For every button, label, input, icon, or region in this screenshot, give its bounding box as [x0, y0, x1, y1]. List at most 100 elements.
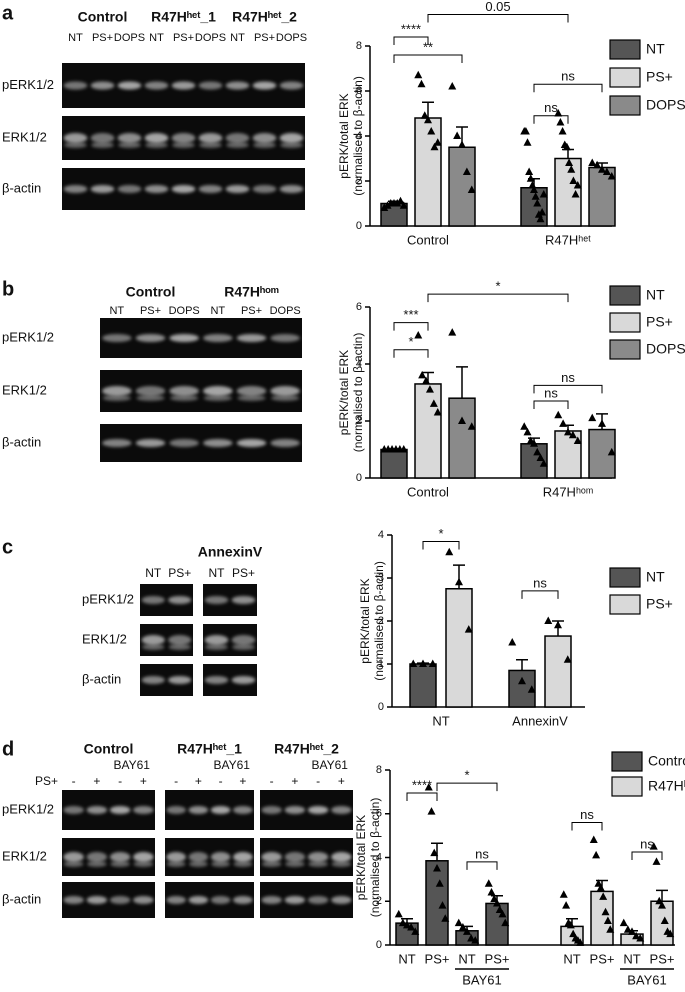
data-point — [568, 430, 577, 439]
blot-band — [210, 852, 231, 862]
data-point — [652, 857, 661, 865]
significance-label: ns — [475, 846, 489, 861]
blot-band — [168, 635, 192, 645]
lane-label: + — [93, 774, 100, 788]
blot-band — [284, 896, 306, 904]
significance-bracket — [466, 861, 498, 870]
panel-letter: c — [2, 536, 13, 558]
bar — [445, 588, 473, 708]
blot-band — [188, 852, 209, 862]
data-point — [619, 918, 628, 927]
data-point — [596, 883, 605, 892]
data-point — [419, 659, 427, 667]
blot-band — [237, 395, 266, 401]
legend-label: PS+ — [646, 314, 673, 330]
significance-label: **** — [401, 21, 421, 36]
group-label: Control — [78, 9, 128, 25]
blot-band — [225, 81, 250, 90]
row-label: ERK1/2 — [82, 631, 127, 646]
legend-label: PS+ — [646, 596, 673, 612]
data-point — [525, 167, 534, 175]
data-point — [518, 676, 526, 685]
data-point — [530, 439, 538, 447]
data-point — [528, 181, 537, 189]
blot-band — [285, 861, 305, 867]
blot-band — [225, 133, 250, 143]
data-point — [556, 118, 565, 126]
blot-band — [166, 861, 186, 867]
lane-label: + — [338, 774, 345, 788]
blot-image — [100, 318, 302, 358]
blot-band — [198, 81, 223, 90]
data-point — [464, 625, 473, 633]
data-point — [526, 174, 535, 182]
data-point — [487, 888, 496, 896]
y-tick-label: 0 — [356, 472, 362, 484]
blot-band — [210, 896, 231, 904]
legend-swatch — [611, 751, 643, 772]
y-tick-label: 4 — [376, 851, 382, 863]
lane-label: DOPS — [270, 305, 301, 317]
y-tick-label: 1 — [378, 658, 384, 670]
data-point — [458, 923, 467, 931]
lane-label: NT — [210, 305, 225, 317]
error-bar — [431, 842, 443, 861]
lane-label: PS+ — [241, 305, 262, 317]
blot-band — [279, 81, 304, 90]
blot-band — [231, 635, 256, 645]
legend-swatch — [609, 95, 641, 116]
data-point — [467, 185, 476, 193]
bar — [544, 635, 572, 708]
sub-label: BAY61 — [214, 758, 251, 772]
data-point — [598, 419, 606, 427]
y-axis-label: pERK/total ERK — [337, 93, 351, 178]
blot-band — [252, 133, 277, 143]
data-point — [467, 933, 476, 942]
blot-band — [270, 386, 300, 396]
x-tick-label: NT — [458, 951, 475, 966]
blot-band — [118, 142, 141, 148]
error-bar — [656, 889, 668, 902]
blot-band — [284, 852, 306, 862]
data-point — [588, 158, 597, 166]
significance-bracket — [406, 792, 438, 801]
significance-bracket — [521, 590, 559, 599]
blot-band — [204, 676, 229, 684]
data-point — [628, 927, 636, 935]
group-label: Control — [126, 284, 176, 300]
legend-label: DOPS — [646, 341, 685, 357]
bar — [448, 146, 476, 227]
legend-label: NT — [646, 41, 665, 57]
data-point — [539, 459, 548, 467]
data-point — [520, 422, 529, 430]
lane-label: NT — [149, 32, 164, 44]
data-point — [576, 938, 585, 946]
data-point — [409, 659, 418, 667]
blot-band — [279, 185, 304, 193]
y-tick-label: 2 — [376, 895, 382, 907]
blot-band — [63, 133, 88, 143]
data-point — [417, 79, 426, 88]
data-point — [455, 577, 463, 586]
x-tick-label: NT — [398, 951, 415, 966]
y-axis-label: (normalised to β-actin) — [351, 333, 365, 453]
blot-image — [100, 370, 302, 412]
legend-swatch — [609, 67, 641, 88]
blot-band — [198, 185, 223, 193]
blot-band — [63, 896, 84, 904]
sub-label: BAY61 — [312, 758, 349, 772]
blot-band — [168, 596, 192, 604]
y-axis-label: (normalised to β-actin) — [351, 76, 365, 196]
blot-band — [331, 896, 352, 904]
sub-group-label: BAY61 — [462, 972, 502, 987]
data-point — [523, 427, 532, 436]
data-point — [558, 127, 567, 135]
x-tick-label: NT — [623, 951, 640, 966]
blot-band — [90, 81, 115, 90]
blot-band — [166, 852, 186, 862]
data-point — [463, 927, 471, 935]
error-bar — [562, 148, 574, 159]
lane-label: DOPS — [195, 32, 226, 44]
data-point — [569, 176, 578, 184]
lane-label: DOPS — [114, 32, 145, 44]
